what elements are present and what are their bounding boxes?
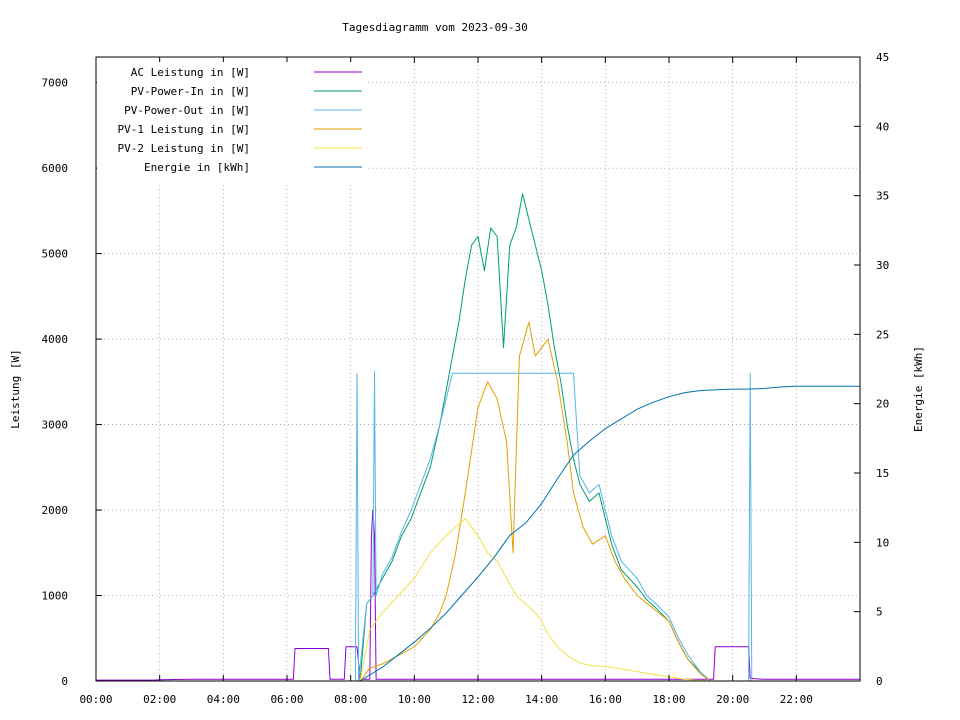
x-tick-label: 12:00	[461, 693, 494, 706]
y-tick-label: 3000	[42, 419, 69, 432]
y2-tick-label: 0	[876, 675, 883, 688]
y-tick-label: 0	[61, 675, 68, 688]
x-tick-label: 16:00	[589, 693, 622, 706]
series-line-2	[96, 193, 860, 682]
legend-entry-label: PV-1 Leistung in [W]	[118, 123, 250, 136]
legend-entry-label: AC Leistung in [W]	[131, 66, 250, 79]
legend-entry-label: PV-Power-Out in [W]	[124, 104, 250, 117]
chart-title: Tagesdiagramm vom 2023-09-30	[342, 21, 527, 34]
y2-tick-label: 40	[876, 120, 889, 133]
x-tick-label: 10:00	[398, 693, 431, 706]
series-line-5	[96, 518, 860, 682]
series-line-4	[96, 321, 860, 682]
x-tick-label: 02:00	[143, 693, 176, 706]
y2-tick-label: 35	[876, 190, 889, 203]
x-tick-label: 14:00	[525, 693, 558, 706]
y2-axis-label: Energie [kWh]	[912, 346, 925, 432]
y2-tick-label: 10	[876, 536, 889, 549]
series-line-6	[96, 385, 860, 682]
series-line-3	[96, 371, 860, 682]
y-axis-label: Leistung [W]	[9, 349, 22, 428]
y2-tick-label: 20	[876, 398, 889, 411]
axes: 00:00 02:00 04:00 06:00 08:00 10:00 12:00 14:00…	[42, 51, 890, 706]
legend-entry-label: PV-2 Leistung in [W]	[118, 142, 250, 155]
y-tick-label: 6000	[42, 162, 69, 175]
y-tick-label: 1000	[42, 590, 69, 603]
y2-tick-label: 5	[876, 606, 883, 619]
y-tick-label: 7000	[42, 77, 69, 90]
y2-tick-label: 30	[876, 259, 889, 272]
x-tick-label: 04:00	[207, 693, 240, 706]
x-tick-label: 06:00	[270, 693, 303, 706]
series-layer	[96, 193, 860, 682]
x-tick-label: 22:00	[780, 693, 813, 706]
y-tick-label: 4000	[42, 333, 69, 346]
y2-tick-label: 25	[876, 328, 889, 341]
plot-frame	[95, 56, 861, 682]
y2-tick-label: 45	[876, 51, 889, 64]
legend-entry-label: PV-Power-In in [W]	[131, 85, 250, 98]
x-tick-label: 00:00	[79, 693, 112, 706]
x-tick-label: 20:00	[716, 693, 749, 706]
legend-entry-label: Energie in [kWh]	[144, 161, 250, 174]
y-tick-label: 2000	[42, 504, 69, 517]
legend: AC Leistung in [W] PV-Power-In in [W] PV-P…	[97, 62, 367, 182]
y2-tick-label: 15	[876, 467, 889, 480]
y-tick-label: 5000	[42, 248, 69, 261]
x-tick-label: 08:00	[334, 693, 367, 706]
x-tick-label: 18:00	[652, 693, 685, 706]
legend-background	[97, 62, 367, 182]
